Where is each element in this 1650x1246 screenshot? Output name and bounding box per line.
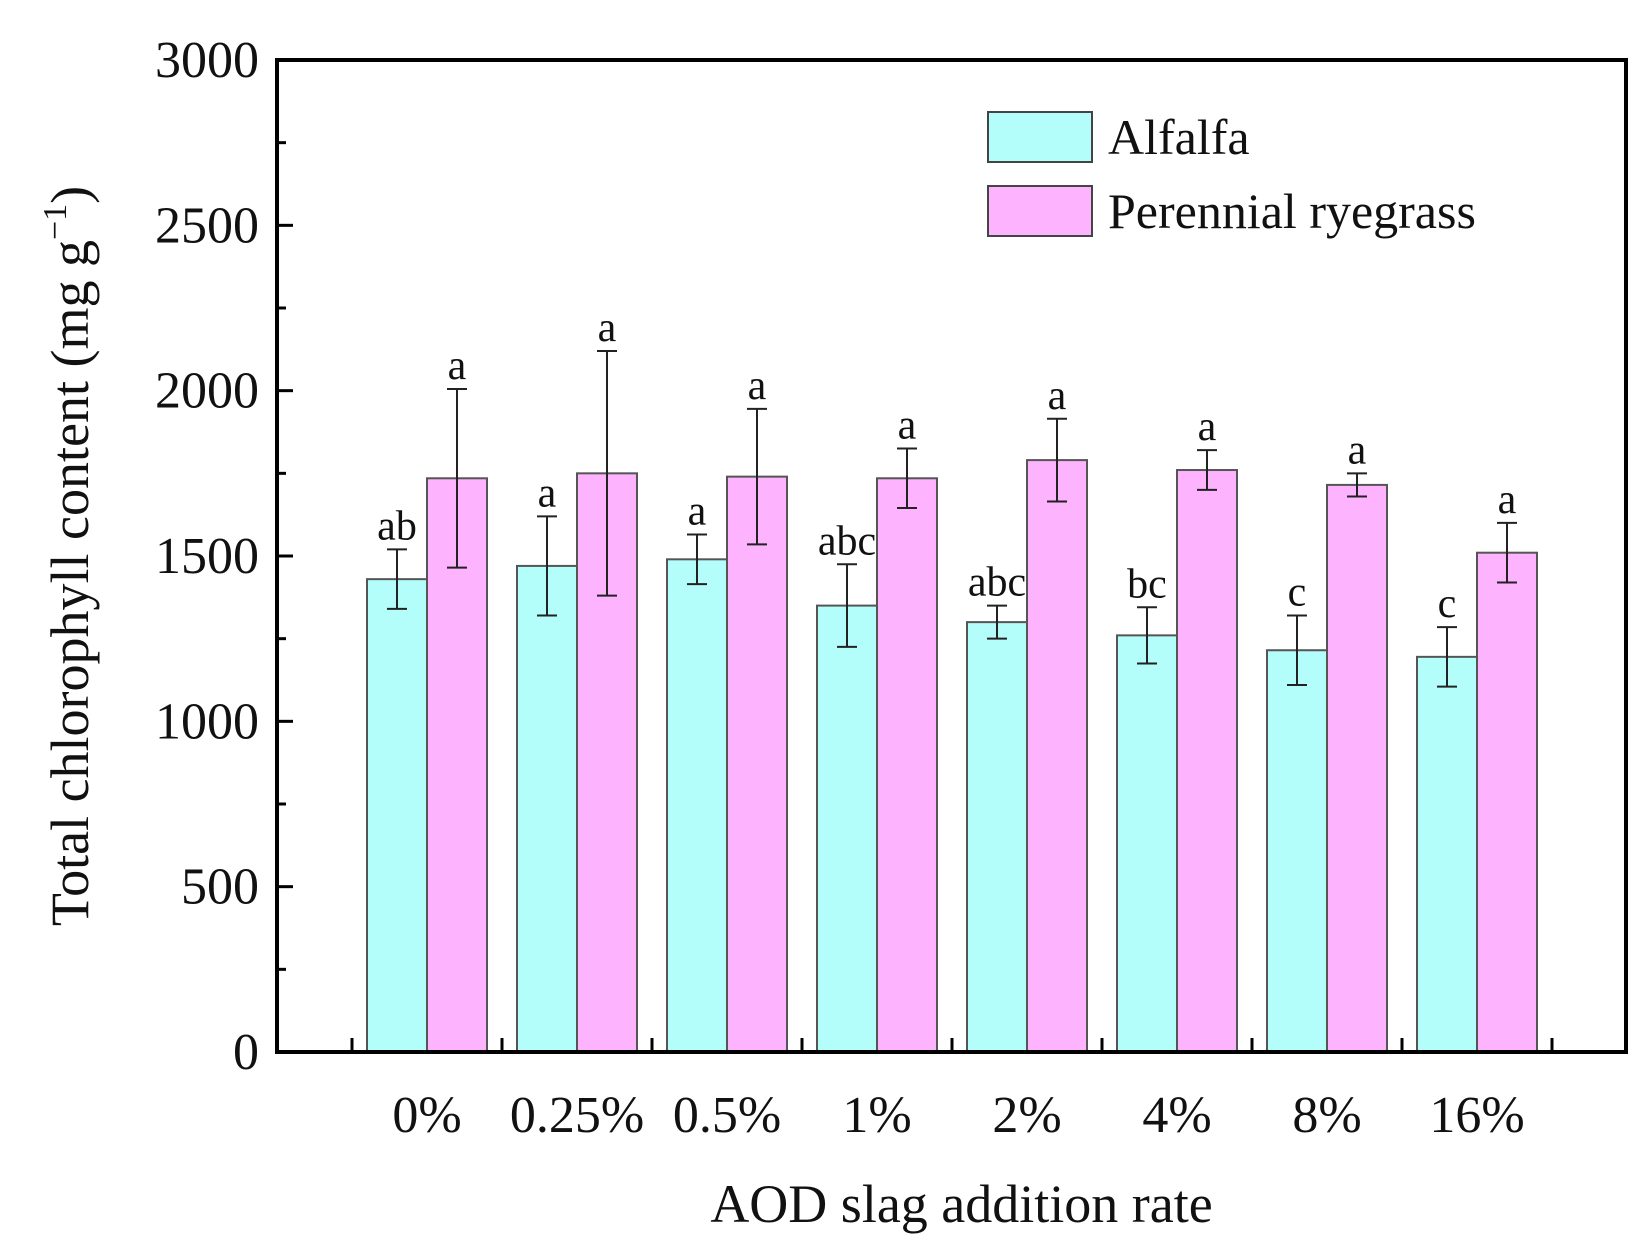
y-tick-label: 2000 xyxy=(155,363,259,420)
significance-label-alfalfa: bc xyxy=(1127,561,1167,607)
x-tick-label: 0.5% xyxy=(673,1087,781,1144)
y-axis: 0 500 1000 1500 2000 2500 3000 xyxy=(155,32,293,1081)
y-tick-label: 2500 xyxy=(155,197,259,254)
bar-alfalfa xyxy=(366,578,428,1053)
significance-label-alfalfa: abc xyxy=(818,518,876,564)
bar-alfalfa xyxy=(816,604,878,1053)
bar-layer xyxy=(366,459,1538,1054)
bar-alfalfa xyxy=(966,621,1028,1054)
y-tick-label: 500 xyxy=(181,859,259,916)
y-axis-title-main: Total chlorophyll content (mg g xyxy=(40,240,100,926)
significance-label-perennial-ryegrass: a xyxy=(1348,427,1367,473)
significance-label-alfalfa: a xyxy=(688,489,707,535)
significance-label-alfalfa: c xyxy=(1438,581,1457,627)
x-tick-label: 4% xyxy=(1142,1087,1211,1144)
bar-perennial-ryegrass xyxy=(1176,469,1238,1053)
bar-alfalfa xyxy=(516,564,578,1053)
bar-alfalfa xyxy=(1116,634,1178,1053)
significance-label-perennial-ryegrass: a xyxy=(1048,373,1067,419)
significance-label-layer: ab a a abc abc bc c c a a a a a a a a xyxy=(377,305,1517,627)
y-axis-title-exponent: −1 xyxy=(37,204,74,240)
significance-label-perennial-ryegrass: a xyxy=(1198,404,1217,450)
bar-perennial-ryegrass xyxy=(726,475,788,1053)
bar-alfalfa xyxy=(1266,649,1328,1053)
significance-label-perennial-ryegrass: a xyxy=(1498,477,1517,523)
bar-perennial-ryegrass xyxy=(426,477,488,1053)
x-tick-label: 2% xyxy=(992,1087,1061,1144)
bar-alfalfa xyxy=(1416,655,1478,1053)
x-tick-label: 0.25% xyxy=(510,1087,644,1144)
significance-label-perennial-ryegrass: a xyxy=(898,403,917,449)
x-tick-label: 8% xyxy=(1292,1087,1361,1144)
significance-label-alfalfa: ab xyxy=(377,503,417,549)
legend-label-alfalfa: Alfalfa xyxy=(1108,109,1250,165)
significance-label-perennial-ryegrass: a xyxy=(748,363,767,409)
x-tick-label: 0% xyxy=(392,1087,461,1144)
bar-perennial-ryegrass xyxy=(1026,459,1088,1053)
bar-alfalfa xyxy=(666,558,728,1053)
significance-label-perennial-ryegrass: a xyxy=(598,305,617,351)
x-tick-label: 1% xyxy=(842,1087,911,1144)
legend: Alfalfa Perennial ryegrass xyxy=(987,109,1476,239)
legend-label-perennial-ryegrass: Perennial ryegrass xyxy=(1108,183,1476,239)
x-axis: 0% 0.25% 0.5% 1% 2% 4% 8% 16% xyxy=(350,1038,1554,1144)
y-axis-title: Total chlorophyll content (mg g−1) xyxy=(37,186,100,926)
significance-label-alfalfa: c xyxy=(1288,570,1307,616)
bar-perennial-ryegrass xyxy=(1326,483,1388,1053)
x-tick-label: 16% xyxy=(1429,1087,1524,1144)
bar-perennial-ryegrass xyxy=(1476,551,1538,1054)
significance-label-alfalfa: abc xyxy=(968,560,1026,606)
legend-swatch-perennial-ryegrass xyxy=(987,185,1093,237)
y-axis-title-close: ) xyxy=(40,186,100,204)
y-tick-label: 1500 xyxy=(155,528,259,585)
bar-perennial-ryegrass xyxy=(876,477,938,1053)
legend-swatch-alfalfa xyxy=(987,111,1093,163)
significance-label-perennial-ryegrass: a xyxy=(448,343,467,389)
error-bar-layer xyxy=(387,349,1517,688)
y-tick-label: 0 xyxy=(233,1024,259,1081)
significance-label-alfalfa: a xyxy=(538,470,557,516)
y-tick-label: 3000 xyxy=(155,32,259,89)
x-axis-title: AOD slag addition rate xyxy=(710,1174,1212,1234)
y-tick-label: 1000 xyxy=(155,693,259,750)
